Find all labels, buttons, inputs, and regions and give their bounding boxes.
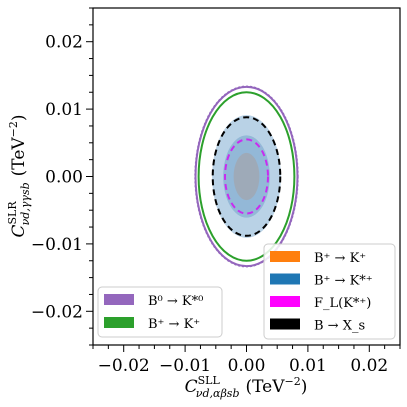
- x-axis-label: CSLL νd,αβsb (TeV−2): [185, 374, 308, 400]
- y-axis-label: CSLRνd,γγsb(TeV−2): [6, 114, 32, 237]
- contour-2: [197, 91, 296, 262]
- legend-swatch: [270, 318, 300, 330]
- legend-bottom-right: B⁺ → K⁺ B⁺ → K*⁺ F_L(K*⁺) B → X_s: [263, 243, 396, 340]
- y-tick-label: 0.00: [45, 168, 83, 188]
- x-tick-label: −0.01: [159, 356, 211, 376]
- y-tick-label: 0.01: [45, 100, 83, 120]
- legend-swatch: [104, 294, 134, 305]
- x-tick-label: 0.00: [228, 356, 266, 376]
- tick-layer: [86, 7, 401, 352]
- tick-label-layer: −0.02 −0.01 0.00 0.01 0.02 −0.02 −0.01 0.00 0.01…: [31, 33, 388, 376]
- legend-swatch: [104, 317, 134, 328]
- legend-swatch: [270, 251, 300, 262]
- legend-label: B⁺ → K⁺: [148, 317, 200, 332]
- x-tick-label: −0.02: [98, 356, 150, 376]
- legend-box-right: [263, 243, 396, 340]
- legend-label: B⁺ → K*⁺: [314, 274, 373, 289]
- contour-6: [224, 138, 269, 215]
- y-tick-label: −0.02: [31, 302, 83, 322]
- contour-0: [194, 85, 299, 268]
- legend-label: B → X_s: [314, 319, 365, 334]
- legend-label: B⁰ → K*⁰: [148, 294, 203, 309]
- x-tick-label: 0.01: [289, 356, 327, 376]
- x-tick-label: 0.02: [350, 356, 388, 376]
- contour-4: [211, 116, 282, 237]
- contour-layer: [194, 85, 299, 268]
- y-tick-label: 0.02: [45, 33, 83, 53]
- legend-bottom-left: B⁰ → K*⁰ B⁺ → K⁺: [97, 286, 223, 338]
- contour-7: [233, 152, 260, 201]
- contour-1: [194, 85, 299, 268]
- y-tick-label: −0.01: [31, 235, 83, 255]
- legend-label: F_L(K*⁺): [314, 296, 371, 311]
- legend-swatch: [270, 296, 300, 307]
- legend-label: B⁺ → K⁺: [314, 251, 366, 266]
- legend-swatch: [270, 273, 300, 285]
